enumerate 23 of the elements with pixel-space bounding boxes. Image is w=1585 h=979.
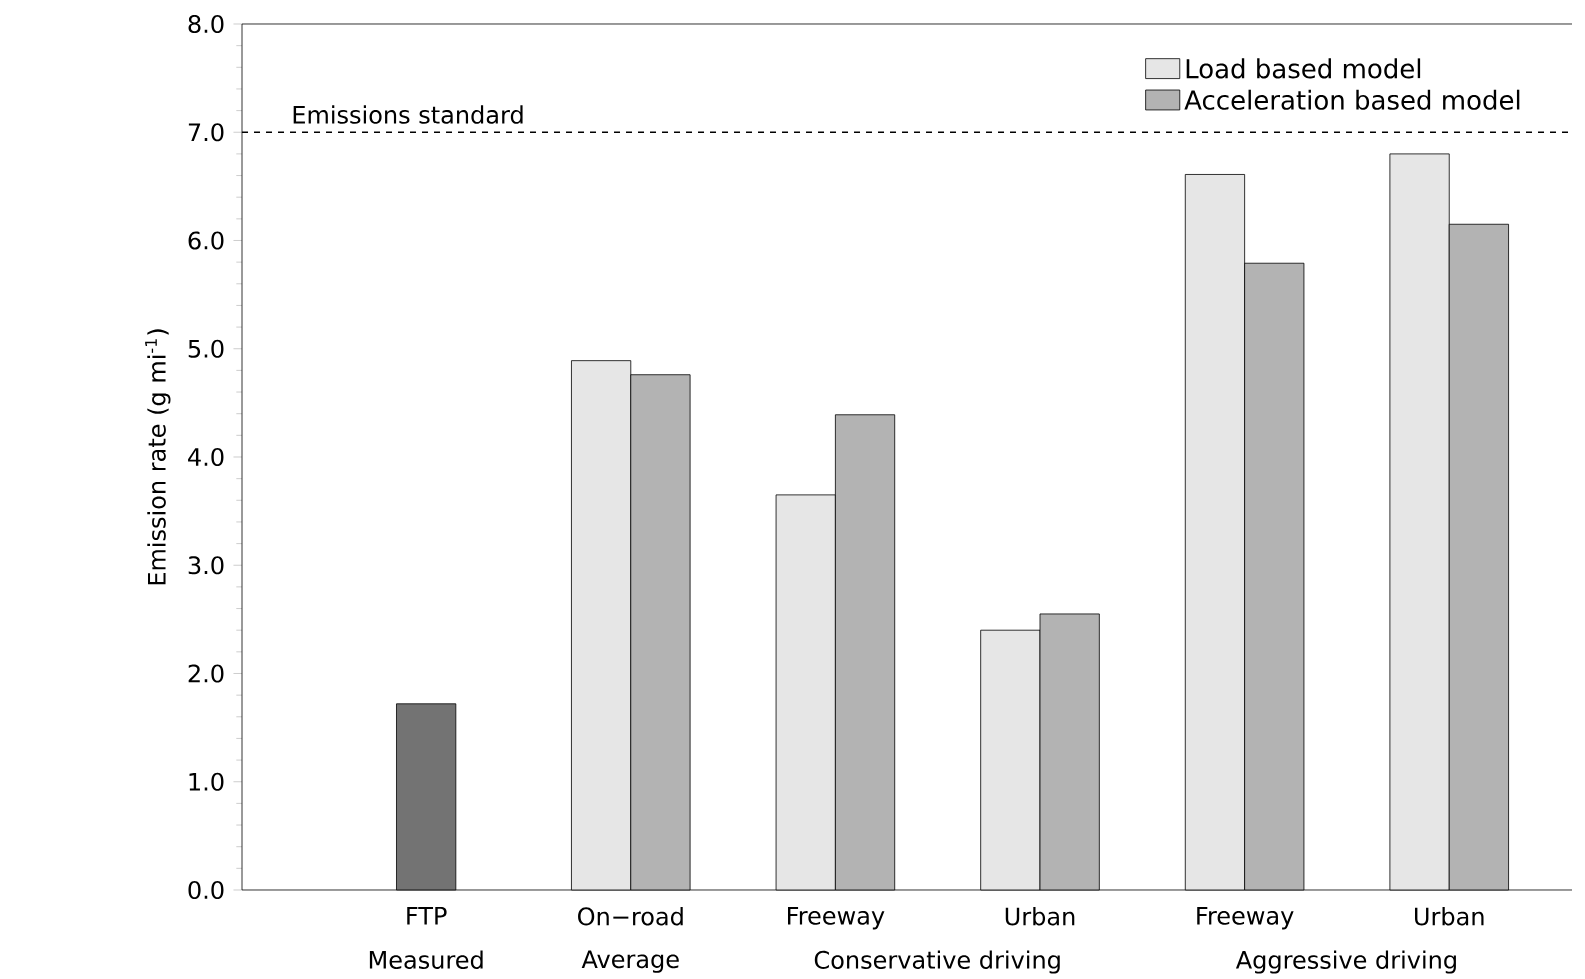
text: Conservative driving: [814, 950, 1060, 974]
x-tick-label: Urban: [1415, 906, 1484, 926]
y-axis-title: Emission rate (g mi$^{-1}$): [145, 329, 171, 585]
x-tick-label: Freeway: [788, 906, 885, 930]
y-tick-label: 7.0: [188, 123, 224, 142]
x-tick-label: Freeway: [1197, 906, 1294, 930]
text: Average: [581, 950, 679, 973]
ref-line-label: Emissions standard: [293, 105, 523, 124]
x-tick-label: On−road: [578, 906, 683, 926]
y-tick-label: 4.0: [188, 447, 224, 467]
x-tick-label: FTP: [407, 906, 447, 925]
text: Aggressive driving: [1235, 950, 1456, 974]
y-tick-label: 6.0: [188, 231, 224, 250]
y-tick-label: 0.0: [188, 880, 224, 900]
y-tick-label: 2.0: [188, 664, 224, 683]
legend-label: Acceleration based model: [1184, 89, 1520, 110]
legend-label: Load based model: [1186, 58, 1421, 79]
y-tick-label: 8.0: [188, 14, 224, 34]
y-tick-label: 3.0: [188, 556, 224, 575]
x-tick-label: Urban: [1005, 906, 1075, 926]
text: Measured: [369, 950, 483, 969]
y-tick-label: 5.0: [188, 339, 224, 358]
y-tick-label: 1.0: [189, 772, 224, 791]
